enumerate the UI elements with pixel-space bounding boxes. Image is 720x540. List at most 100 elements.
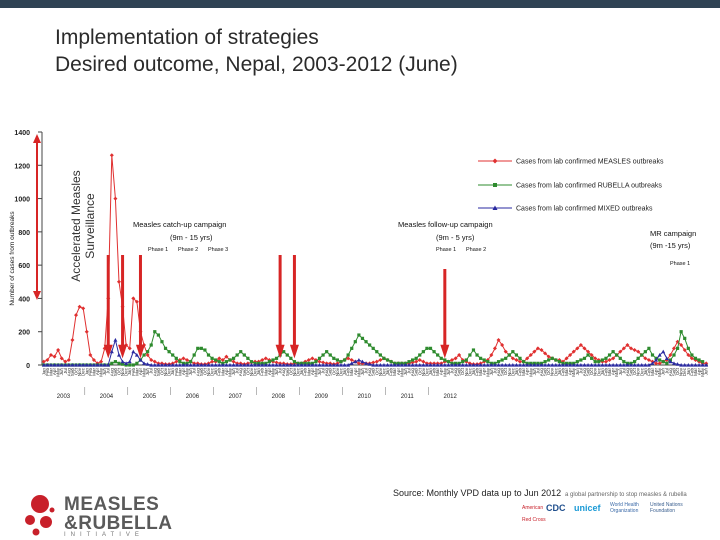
year-label: 2004 — [100, 394, 114, 400]
data-point — [392, 363, 397, 367]
x-tick-label: Dec — [81, 367, 86, 376]
x-tick-label: Oct — [503, 367, 508, 375]
data-point — [106, 363, 111, 367]
x-tick-label: Nov — [335, 367, 340, 376]
data-point — [571, 349, 576, 354]
x-tick-label: Oct — [331, 367, 336, 375]
x-tick-label: Mar — [220, 368, 225, 376]
data-point — [231, 356, 236, 360]
data-point — [507, 353, 511, 357]
data-point — [518, 359, 523, 364]
x-tick-label: Jul — [364, 368, 369, 374]
x-tick-label: Jul — [278, 368, 283, 374]
data-point — [167, 350, 171, 354]
data-point — [611, 350, 615, 354]
x-tick-label: Jun — [618, 368, 623, 376]
data-point — [202, 363, 207, 367]
x-tick-label: Feb — [389, 368, 394, 376]
series-3 — [41, 338, 709, 367]
data-point — [421, 363, 426, 367]
data-point — [292, 363, 297, 367]
data-point — [654, 358, 659, 362]
data-point — [503, 349, 508, 354]
data-point — [228, 358, 232, 362]
data-point — [468, 353, 472, 357]
x-tick-label: Jul — [535, 368, 540, 374]
data-point — [596, 363, 601, 367]
x-tick-label: Aug — [668, 368, 673, 377]
data-point — [317, 363, 322, 367]
data-point — [629, 363, 634, 367]
data-point — [70, 338, 75, 343]
data-point — [582, 363, 587, 367]
data-point — [353, 359, 358, 364]
logo-dots-icon — [25, 495, 55, 536]
data-point — [521, 360, 526, 364]
data-point — [607, 363, 612, 367]
x-tick-label: Mar — [48, 368, 53, 376]
data-point — [138, 358, 143, 362]
data-point — [56, 348, 61, 353]
x-tick-label: Mar — [693, 368, 698, 376]
data-point — [242, 363, 247, 367]
x-tick-label: Apr — [482, 368, 487, 376]
data-point — [360, 336, 365, 340]
data-point — [41, 359, 46, 364]
data-point — [571, 363, 576, 367]
data-point — [514, 358, 519, 363]
data-point — [646, 363, 651, 367]
data-point — [52, 363, 57, 367]
data-point — [686, 353, 691, 358]
x-tick-label: Jun — [59, 368, 64, 376]
x-tick-label: Nov — [77, 367, 82, 376]
campaign-heading: MR campaign — [650, 229, 696, 238]
x-tick-label: Dec — [210, 367, 215, 376]
data-point — [500, 363, 505, 367]
data-point — [671, 361, 676, 365]
campaign-subheading: (9m - 5 yrs) — [436, 233, 475, 242]
x-tick-label: Mar — [478, 368, 483, 376]
data-point — [306, 363, 311, 367]
x-tick-label: Feb — [475, 368, 480, 376]
data-point — [418, 353, 422, 357]
x-tick-label: Jan — [428, 368, 433, 376]
data-point — [421, 359, 426, 364]
data-point — [578, 363, 583, 367]
data-point — [120, 359, 125, 364]
data-point — [84, 329, 89, 334]
data-point — [339, 360, 343, 364]
x-tick-label: Jun — [188, 368, 193, 376]
year-label: 2005 — [143, 394, 157, 400]
data-point — [661, 349, 666, 354]
data-point — [314, 360, 318, 364]
data-point — [149, 343, 153, 347]
data-point — [496, 338, 501, 343]
data-point — [636, 356, 640, 360]
data-point — [432, 363, 437, 367]
data-point — [496, 360, 501, 364]
data-point — [593, 356, 598, 361]
data-point — [399, 363, 404, 367]
data-point — [149, 358, 154, 363]
data-point — [382, 356, 386, 360]
legend-label: Cases from lab confirmed MEASLES outbrea… — [516, 159, 664, 166]
y-tick-label: 600 — [18, 263, 30, 270]
data-point — [117, 361, 121, 365]
data-point — [665, 361, 669, 365]
data-point — [116, 279, 121, 284]
x-tick-label: Feb — [603, 368, 608, 376]
x-tick-label: Aug — [539, 368, 544, 377]
data-point — [586, 349, 591, 354]
data-point — [174, 359, 179, 364]
campaign-phase-label: Phase 2 — [466, 247, 486, 253]
data-point — [220, 358, 225, 363]
data-point — [647, 346, 651, 350]
data-point — [170, 363, 175, 367]
year-label: 2010 — [358, 394, 372, 400]
data-point — [349, 361, 354, 365]
x-tick-label: Feb — [88, 368, 93, 376]
x-tick-label: Aug — [367, 368, 372, 377]
x-tick-label: May — [56, 367, 61, 376]
data-point — [102, 363, 107, 367]
data-point — [109, 349, 114, 354]
